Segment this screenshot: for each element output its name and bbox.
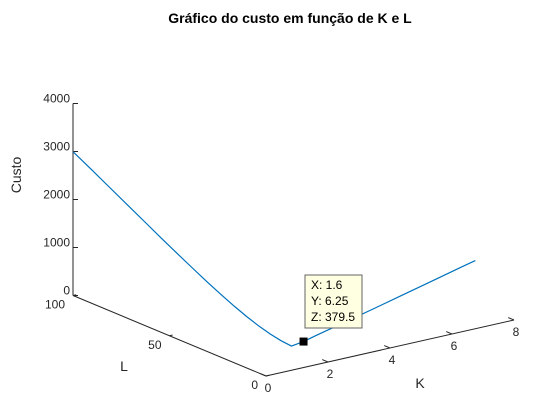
series-point xyxy=(72,151,74,153)
series-point xyxy=(110,187,112,189)
datatip-x: X: 1.6 xyxy=(311,278,343,292)
x-tick-mark xyxy=(260,373,267,377)
z-tick-label: 2000 xyxy=(43,188,70,202)
series-point xyxy=(177,253,179,255)
axes xyxy=(72,103,515,377)
y-tick-label: 50 xyxy=(148,338,162,352)
x-axis-label: K xyxy=(415,375,425,391)
series-point xyxy=(475,260,477,262)
series-point xyxy=(246,316,248,318)
datatip-z: Z: 379.5 xyxy=(311,310,355,324)
x-tick-mark xyxy=(384,345,391,349)
datatip-marker xyxy=(299,337,308,346)
series-point xyxy=(258,326,260,328)
series-point xyxy=(431,280,433,282)
datatip-box xyxy=(304,274,363,329)
y-tick-label: 0 xyxy=(251,378,258,392)
x-tick-mark xyxy=(446,331,453,335)
z-axis-label: Custo xyxy=(8,157,24,194)
x-tick-mark xyxy=(322,359,329,363)
series-point xyxy=(291,345,293,347)
series-point xyxy=(91,169,93,171)
y-tick-mark xyxy=(265,374,270,377)
series-line-0 xyxy=(72,151,476,347)
series-point xyxy=(373,308,375,310)
data-series xyxy=(72,151,476,347)
series-point xyxy=(145,222,147,224)
chart-title: Gráfico do custo em função de K e L xyxy=(168,10,412,26)
series-point xyxy=(314,335,316,337)
z-tick-label: 1000 xyxy=(43,236,70,250)
series-point xyxy=(460,267,462,269)
z-tick-label: 4000 xyxy=(43,92,70,106)
x-tick-label: 6 xyxy=(451,339,458,353)
series-point xyxy=(270,333,272,335)
x-tick-label: 0 xyxy=(265,381,272,395)
datatip-y: Y: 6.25 xyxy=(311,294,349,308)
y-axis-label: L xyxy=(120,358,128,374)
x-tick-label: 4 xyxy=(389,353,396,367)
y-tick-label: 100 xyxy=(45,298,65,312)
series-point xyxy=(402,294,404,296)
series-point xyxy=(161,238,163,240)
x-tick-label: 2 xyxy=(327,367,334,381)
series-point xyxy=(127,205,129,207)
series-point xyxy=(207,281,209,283)
datatip[interactable]: X: 1.6 Y: 6.25 Z: 379.5 xyxy=(299,274,363,346)
z-tick-label: 0 xyxy=(63,284,70,298)
series-point xyxy=(192,268,194,270)
x-tick-label: 8 xyxy=(513,325,520,339)
z-tick-label: 3000 xyxy=(43,140,70,154)
series-point xyxy=(234,306,236,308)
series-point xyxy=(221,294,223,296)
series-point xyxy=(280,340,282,342)
x-tick-mark xyxy=(508,317,515,321)
y-tick-mark xyxy=(169,334,173,337)
